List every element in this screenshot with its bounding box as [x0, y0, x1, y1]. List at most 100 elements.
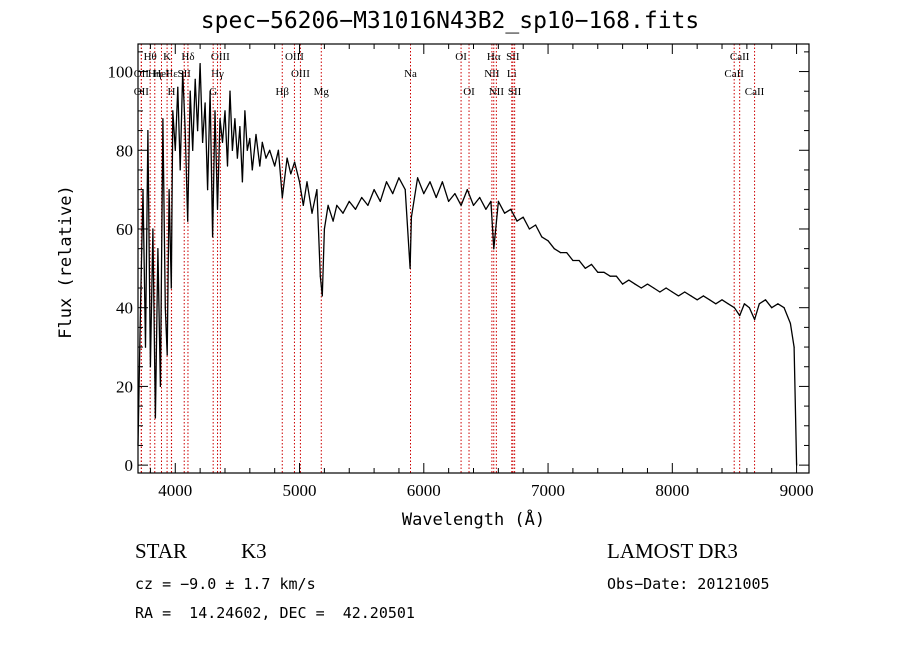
spectral-line-label: SII: [506, 51, 520, 63]
redshift-text: cz = −9.0 ± 1.7 km/s: [135, 575, 316, 593]
spectrum-data-point: [294, 161, 296, 163]
spectrum-data-point: [170, 287, 172, 289]
spectrum-data-point: [244, 110, 246, 112]
spectrum-data-point: [361, 196, 363, 199]
spectrum-data-point: [269, 149, 271, 151]
spectral-line-label: Hη: [148, 68, 162, 80]
spectral-line-label: OIII: [211, 51, 230, 63]
spectrum-data-point: [147, 130, 149, 132]
spectrum-data-point: [789, 322, 792, 324]
spectrum-data-point: [290, 173, 292, 175]
spectral-line-label: K: [163, 51, 171, 63]
spectrum-data-point: [249, 137, 251, 140]
spectrum-data-point: [265, 157, 267, 159]
spectrum-data-point: [204, 102, 206, 104]
y-tick-label: 60: [116, 220, 133, 239]
spectrum-data-point: [306, 181, 308, 183]
spectrum-data-point: [559, 252, 562, 254]
spectrum-data-point: [423, 193, 425, 195]
spectrum-data-point: [246, 149, 248, 151]
axes-layer: 4000 5000 6000 7000 8000 9000 0 20 40 60 80 100: [108, 43, 814, 500]
spectrum-data-point: [671, 291, 673, 293]
spectrum-data-point: [659, 291, 661, 293]
spectrum-data-point: [168, 189, 170, 191]
spectrum-data-point: [214, 110, 216, 112]
spectrum-data-point: [342, 212, 344, 214]
spectrum-data-point: [177, 86, 179, 88]
spectral-line-label: Hβ: [275, 86, 289, 98]
spectrum-data-point: [398, 177, 400, 179]
spectrum-data-point: [182, 71, 184, 73]
spectrum-data-point: [578, 259, 580, 262]
x-tick-label: 9000: [780, 481, 814, 500]
spectral-line-label: OIII: [291, 68, 310, 80]
spectral-line-label: NII: [489, 86, 505, 98]
spectrum-data-point: [149, 366, 151, 368]
spectrum-data-point: [385, 181, 388, 183]
spectrum-data-point: [777, 303, 779, 305]
spectrum-data-point: [216, 208, 219, 210]
spectrum-data-point: [684, 291, 686, 293]
spectrum-data-point: [164, 307, 166, 309]
obs-date: Obs−Date: 20121005: [607, 575, 770, 593]
spectrum-data-point: [207, 189, 209, 191]
spectrum-data-point: [404, 189, 406, 191]
spectrum-data-point: [179, 169, 181, 171]
spectrum-data-point: [497, 200, 499, 202]
spectrum-data-point: [793, 346, 795, 348]
spectrum-data-point: [628, 279, 630, 281]
spectrum-data-point: [727, 303, 729, 305]
spectrum-data-point: [159, 385, 161, 387]
spectral-line-label: Mg: [314, 86, 330, 98]
spectrum-data-point: [553, 248, 555, 250]
series-layer: [137, 63, 798, 466]
spectral-line-label: OI: [455, 51, 467, 63]
spectrum-data-point: [174, 149, 176, 151]
spectrum-data-point: [157, 248, 159, 250]
y-tick-label: 40: [116, 299, 133, 318]
spectral-line-label: Hα: [487, 51, 501, 63]
plot-frame: [137, 43, 810, 474]
spectrum-data-point: [609, 275, 611, 277]
y-tick-label: 80: [116, 141, 133, 160]
spectrum-data-point: [234, 118, 236, 120]
spectrum-data-point: [466, 189, 468, 191]
spectrum-data-point: [528, 228, 531, 230]
spectrum-data-point: [166, 354, 168, 356]
spectrum-data-point: [653, 287, 655, 289]
spectrum-data-point: [327, 204, 329, 206]
spectral-line-label: SII: [177, 68, 191, 80]
spectrum-data-point: [522, 216, 524, 218]
spectrum-data-point: [319, 275, 321, 277]
spectral-line-label: Li: [507, 68, 517, 80]
spectrum-data-point: [410, 216, 412, 218]
spectral-line-label: NII: [484, 68, 500, 80]
spectrum-data-point: [241, 181, 243, 183]
spectral-line-label: Hδ: [181, 51, 194, 63]
spectrum-data-point: [194, 78, 196, 80]
spectral-line-label: OIII: [285, 51, 304, 63]
spectrum-data-point: [281, 196, 283, 199]
spectrum-data-point: [733, 307, 736, 309]
x-tick-label: 5000: [283, 481, 317, 500]
spectrum-data-point: [236, 157, 238, 159]
x-tick-label: 4000: [158, 481, 192, 500]
spectrum-data-point: [302, 204, 304, 206]
spectrum-data-point: [154, 417, 156, 419]
spectral-line-label: HeI: [153, 68, 170, 80]
spectrum-data-point: [212, 236, 214, 238]
spectrum-data-point: [771, 307, 773, 309]
spectrum-data-point: [189, 90, 191, 92]
spectrum-data-point: [783, 307, 785, 309]
spectrum-data-point: [584, 267, 586, 269]
spectrum-data-point: [152, 228, 154, 230]
y-tick-label: 100: [108, 63, 134, 82]
y-axis-label: Flux (relative): [56, 185, 76, 339]
spectrum-data-point: [479, 196, 481, 199]
spectrum-data-point: [251, 169, 253, 171]
x-tick-label: 8000: [655, 481, 689, 500]
spectral-line-label: SII: [508, 86, 522, 98]
x-tick-label: 7000: [531, 481, 565, 500]
